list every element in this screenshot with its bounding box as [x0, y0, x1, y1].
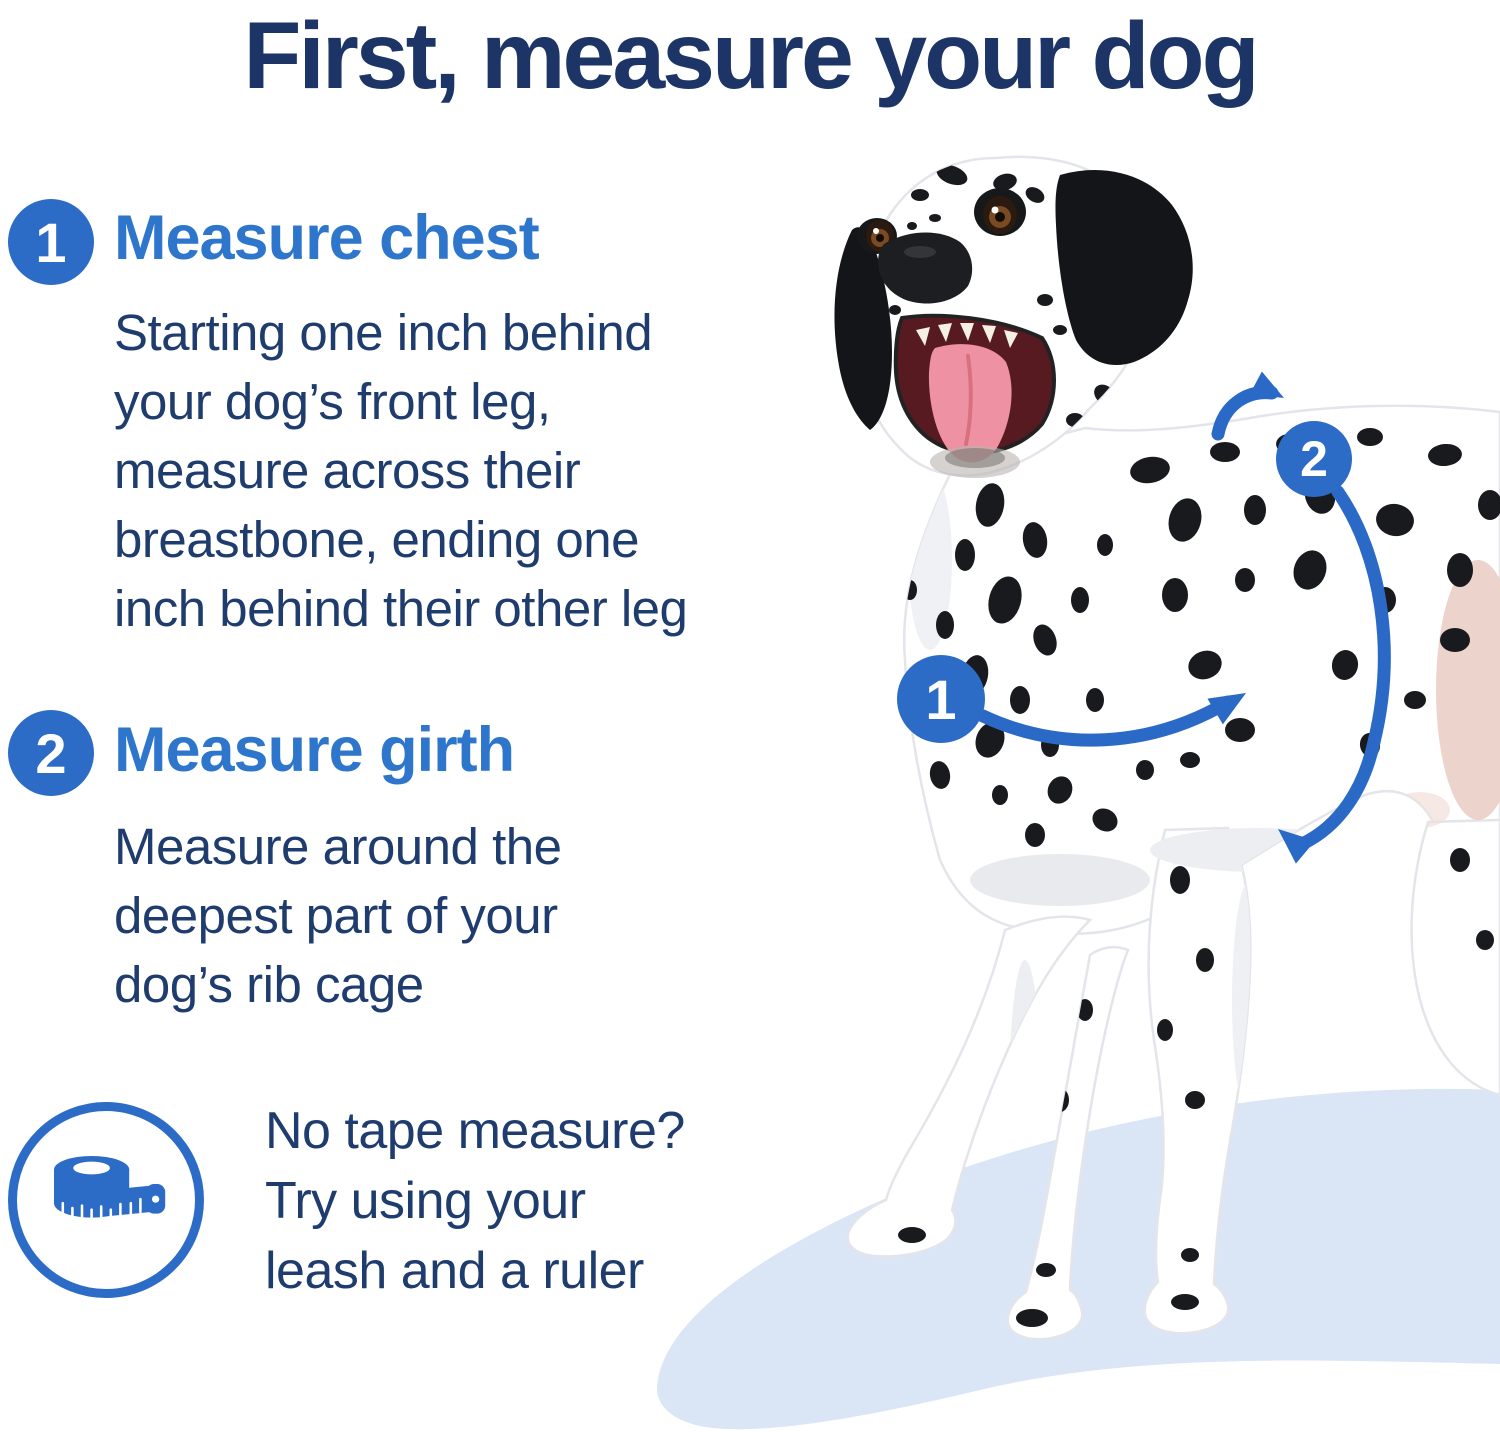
- chest-marker-badge: 1: [897, 655, 985, 743]
- step-1-heading: Measure chest: [114, 203, 540, 273]
- step-2-heading: Measure girth: [114, 715, 515, 785]
- step-2-number-badge: 2: [8, 710, 94, 796]
- step-2-body: Measure around the deepest part of your …: [114, 818, 562, 1013]
- dog-mouth: [893, 313, 1056, 463]
- step-1-number: 1: [35, 210, 67, 274]
- dog-nose: [878, 232, 973, 304]
- girth-marker-number: 2: [1300, 431, 1328, 487]
- dog-left-ear: [834, 227, 892, 430]
- step-2-number: 2: [35, 721, 67, 785]
- chest-marker-number: 1: [925, 667, 957, 731]
- step-1-body: Starting one inch behind your dog’s fron…: [114, 304, 688, 637]
- background-blob: [656, 1088, 1500, 1430]
- tape-measure-icon: [8, 1102, 204, 1298]
- tip-text: No tape measure? Try using your leash an…: [265, 1102, 685, 1300]
- step-1-number-badge: 1: [8, 199, 94, 285]
- page-title: First, measure your dog: [243, 3, 1259, 109]
- tape-measure-glyph: [54, 1156, 166, 1223]
- dog-right-ear: [1055, 169, 1193, 366]
- girth-marker-badge: 2: [1276, 421, 1352, 497]
- dalmatian-dog-illustration: [656, 155, 1500, 1430]
